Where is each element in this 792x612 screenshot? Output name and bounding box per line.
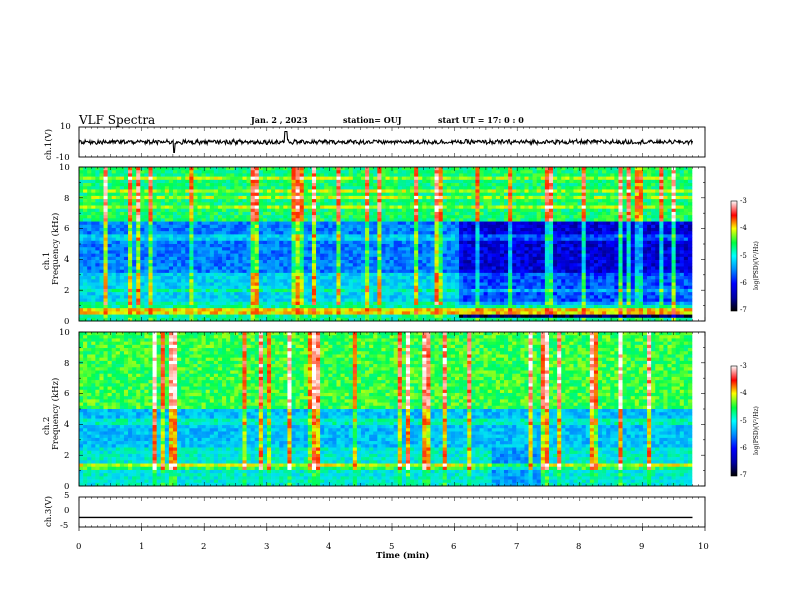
ch3-ytick-5: 5: [64, 491, 70, 501]
cb2-tick-m5: -5: [740, 417, 747, 425]
axis-ticks: [78, 127, 706, 531]
ch2-colorbar: [730, 365, 738, 477]
start-time-label: start UT = 17: 0 : 0: [438, 115, 524, 125]
cb1-tick-m5: -5: [740, 252, 747, 260]
ch2-ytick-6: 6: [64, 389, 70, 399]
cb2-tick-m3: -3: [740, 362, 747, 370]
ch1-spectrogram: [79, 167, 705, 322]
ch1-ytick-6: 6: [64, 224, 70, 234]
ch1-colorbar: [730, 200, 738, 312]
ch2-ytick-10-khz: 10: [59, 328, 70, 338]
station-label: station= OUJ: [343, 115, 402, 125]
cb2-tick-m7: -7: [740, 471, 747, 479]
chart-title: VLF Spectra: [79, 113, 156, 127]
ch1-ytick-m10: -10: [56, 153, 70, 163]
xtick-0: 0: [76, 542, 82, 552]
xtick-7: 7: [514, 542, 520, 552]
cb2-tick-m4: -4: [740, 389, 747, 397]
cb1-tick-m4: -4: [740, 224, 747, 232]
ch2-ytick-2: 2: [64, 451, 70, 461]
cb1-label: log(PSD)(V²/Hz): [753, 241, 760, 290]
ch1-waveform-ylabel: ch.1(V): [44, 128, 54, 160]
ch1-ytick-2: 2: [64, 286, 70, 296]
cb1-tick-m3: -3: [740, 197, 747, 205]
xtick-9: 9: [639, 542, 645, 552]
ch1-waveform-line: [78, 130, 694, 154]
ch1-spec-ylabel-freq: Frequency (kHz): [51, 212, 61, 285]
ch2-ytick-4: 4: [64, 420, 70, 430]
ch2-ytick-0: 0: [64, 482, 70, 492]
ch2-ytick-8: 8: [64, 359, 70, 369]
cb1-tick-m7: -7: [740, 306, 747, 314]
xtick-5: 5: [389, 542, 395, 552]
ch3-waveform-ylabel: ch.3(V): [44, 495, 54, 527]
ch1-ytick-10-khz: 10: [59, 163, 70, 173]
ch1-ytick-0: 0: [64, 317, 70, 327]
xtick-1: 1: [139, 542, 145, 552]
xtick-2: 2: [201, 542, 207, 552]
cb1-tick-m6: -6: [740, 279, 747, 287]
xtick-10: 10: [698, 542, 709, 552]
panel-frame-4: [78, 496, 706, 528]
ch3-ytick-0: 0: [64, 506, 70, 516]
ch1-ytick-8: 8: [64, 194, 70, 204]
xtick-3: 3: [264, 542, 270, 552]
ch1-ytick-10: 10: [60, 122, 71, 132]
xtick-8: 8: [576, 542, 582, 552]
xtick-6: 6: [451, 542, 457, 552]
cb2-tick-m6: -6: [740, 444, 747, 452]
ch2-spec-ylabel-freq: Frequency (kHz): [51, 377, 61, 450]
ch1-ytick-4: 4: [64, 255, 70, 265]
xtick-4: 4: [326, 542, 332, 552]
date-label: Jan. 2 , 2023: [251, 115, 308, 125]
ch2-spectrogram: [79, 332, 705, 487]
x-axis-label: Time (min): [376, 551, 430, 561]
ch1-waveform-trace: [78, 130, 694, 154]
ch3-ytick-m5: -5: [60, 521, 69, 531]
cb2-label: log(PSD)(V²/Hz): [753, 406, 760, 455]
